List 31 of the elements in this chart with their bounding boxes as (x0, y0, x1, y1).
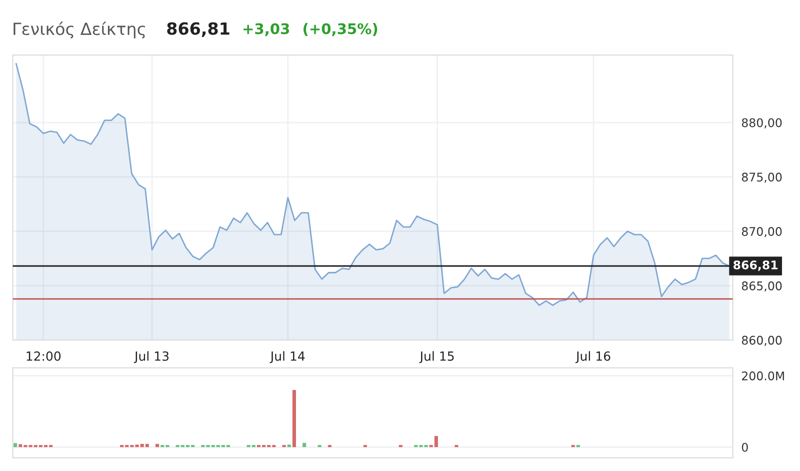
bar (363, 444, 367, 448)
x-tick-label: Jul 16 (575, 351, 610, 364)
bar (282, 444, 286, 448)
bar (156, 444, 160, 448)
ref-line-label: 866,81 (734, 260, 778, 271)
y-tick-label: 865,00 (742, 281, 782, 292)
y-tick-label: 875,00 (742, 172, 782, 183)
chart-title: Γενικός Δείκτης (14, 22, 145, 38)
x-tick-label: 12:00 (26, 351, 61, 361)
bar (454, 444, 458, 448)
bar (292, 390, 296, 448)
x-tick-label: Jul 15 (419, 351, 454, 364)
bar (398, 444, 402, 448)
x-tick-label: Jul 14 (270, 351, 305, 364)
text: (+0,35%) (304, 22, 378, 36)
bar (302, 442, 306, 448)
bar (576, 444, 580, 448)
y-tick-label: 860,00 (742, 336, 782, 346)
text: 866,81 (167, 22, 230, 37)
y-tick-label: 200.0M (742, 371, 784, 380)
y-tick-label: 870,00 (742, 227, 782, 238)
bar (328, 444, 332, 448)
y-tick-label: 0 (742, 442, 748, 452)
text: +3,03 (244, 23, 290, 36)
y-tick-label: 880,00 (742, 118, 782, 128)
bar (571, 444, 575, 448)
bar (424, 444, 428, 448)
x-tick-label: Jul 13 (134, 351, 169, 364)
bar (287, 444, 291, 448)
bar (14, 443, 18, 448)
bar (318, 444, 322, 448)
